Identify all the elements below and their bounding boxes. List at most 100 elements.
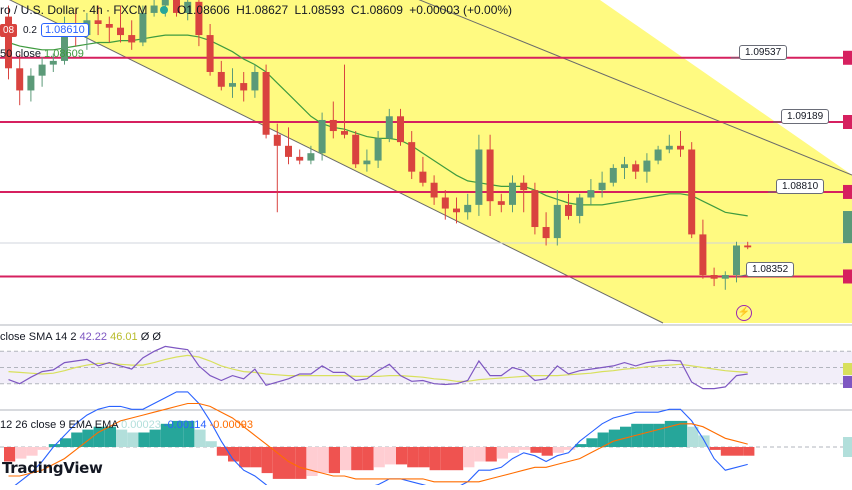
spread-value: 0.2 — [23, 25, 37, 36]
candle-body-34 — [386, 116, 393, 138]
candle-body-37 — [419, 172, 426, 183]
macd-hist-bar-49 — [553, 447, 564, 453]
macd-hist-bar-28 — [318, 447, 329, 473]
level-axis-tag-1 — [843, 51, 852, 65]
candle-body-2 — [27, 76, 34, 91]
candle-body-19 — [218, 72, 225, 87]
macd-hist-bar-63 — [710, 447, 721, 450]
candle-body-63 — [711, 275, 718, 279]
level-axis-tag-2 — [843, 115, 852, 129]
ask-badge[interactable]: 1.08610 — [41, 23, 89, 37]
candle-body-36 — [408, 142, 415, 172]
candle-body-18 — [207, 35, 214, 72]
macd-hist-bar-38 — [430, 447, 441, 470]
candle-body-54 — [610, 168, 617, 183]
macd-hist-bar-65 — [732, 447, 743, 456]
candle-body-51 — [576, 197, 583, 215]
candle-body-23 — [263, 72, 270, 135]
candle-body-44 — [498, 201, 505, 205]
candle-body-29 — [330, 120, 337, 131]
candle-body-53 — [599, 183, 606, 190]
level-axis-tag-3 — [843, 185, 852, 199]
ohlc-open: O1.08606 — [177, 3, 230, 17]
macd-hist-bar-36 — [407, 447, 418, 467]
candle-body-52 — [587, 190, 594, 197]
channel-fill — [0, 0, 852, 323]
candle-body-58 — [655, 150, 662, 161]
macd-hist-bar-37 — [418, 447, 429, 467]
level-label-1: 1.09537 — [739, 45, 787, 60]
macd-hist-bar-33 — [374, 447, 385, 467]
candle-body-59 — [666, 146, 673, 150]
macd-hist-bar-11 — [127, 433, 138, 448]
rsi-legend-text: close SMA 14 2 — [0, 331, 76, 343]
macd-hist-bar-17 — [194, 430, 205, 447]
macd-hist-bar-3 — [38, 447, 49, 450]
rsi-sma-axis-tag — [843, 363, 852, 375]
rsi-legend[interactable]: close SMA 14 2 42.22 46.01 Ø Ø — [0, 330, 161, 344]
macd-hist-bar-34 — [385, 447, 396, 464]
ohlc-close: C1.08609 — [351, 3, 403, 17]
candle-body-49 — [554, 205, 561, 238]
ma-legend[interactable]: 50 close 1.08609 — [0, 47, 84, 61]
candle-body-8 — [95, 20, 102, 24]
candle-body-24 — [274, 135, 281, 146]
candle-body-39 — [442, 197, 449, 208]
rsi-axis-tag — [843, 376, 852, 388]
macd-signal-value: -0.00093 — [210, 419, 253, 431]
macd-hist-bar-30 — [340, 447, 351, 470]
candle-body-38 — [431, 183, 438, 198]
macd-hist-bar-48 — [542, 447, 553, 456]
candle-body-41 — [464, 205, 471, 212]
macd-hist-bar-10 — [116, 430, 127, 447]
candle-body-40 — [453, 209, 460, 213]
macd-hist-bar-44 — [497, 447, 508, 459]
macd-hist-bar-23 — [262, 447, 273, 473]
macd-hist-bar-41 — [463, 447, 474, 467]
macd-hist-bar-22 — [250, 447, 261, 467]
candle-body-35 — [397, 116, 404, 142]
candle-body-64 — [722, 275, 729, 279]
macd-hist-bar-64 — [721, 447, 732, 456]
candle-body-56 — [632, 164, 639, 171]
macd-hist-bar-25 — [284, 447, 295, 479]
macd-hist-bar-12 — [138, 433, 149, 448]
macd-legend[interactable]: 12 26 close 9 EMA EMA 0.00023 -0.00114 -… — [0, 418, 253, 432]
ohlc-change: +0.00003 (+0.00%) — [409, 3, 512, 17]
macd-hist-bar-35 — [396, 447, 407, 464]
ma-legend-value: 1.08609 — [44, 48, 84, 60]
candle-body-9 — [106, 24, 113, 28]
candle-body-62 — [699, 234, 706, 275]
ohlc-low: L1.08593 — [295, 3, 345, 17]
candle-body-21 — [240, 83, 247, 90]
symbol-title[interactable]: ro / U.S. Dollar · 4h · FXCM — [0, 3, 147, 17]
macd-hist-bar-13 — [150, 430, 161, 447]
candle-body-45 — [509, 183, 516, 205]
macd-hist-bar-58 — [654, 424, 665, 447]
candle-body-27 — [307, 153, 314, 160]
macd-hist-bar-31 — [351, 447, 362, 470]
ma-legend-text: 50 close — [0, 48, 41, 60]
macd-hist-bar-66 — [743, 447, 754, 456]
candle-body-42 — [475, 150, 482, 205]
macd-hist-bar-54 — [609, 430, 620, 447]
candle-body-20 — [229, 83, 236, 87]
candle-body-11 — [128, 35, 135, 42]
macd-legend-text: 12 26 close 9 EMA EMA — [0, 419, 118, 431]
symbol-header: ro / U.S. Dollar · 4h · FXCM O1.08606 H1… — [0, 0, 852, 20]
candle-body-43 — [487, 150, 494, 202]
macd-hist-bar-2 — [26, 447, 37, 456]
level-label-2: 1.09189 — [781, 109, 829, 124]
bid-badge[interactable]: 08 — [0, 24, 17, 37]
candle-body-32 — [363, 161, 370, 165]
rsi-sma-value: 46.01 — [110, 331, 138, 343]
lightning-icon[interactable]: ⚡ — [736, 305, 752, 321]
current-price-tag — [843, 211, 852, 243]
macd-hist-bar-24 — [273, 447, 284, 479]
ohlc-high: H1.08627 — [236, 3, 288, 17]
macd-hist-bar-47 — [530, 447, 541, 453]
macd-hist-bar-57 — [642, 424, 653, 447]
level-label-4: 1.08352 — [746, 262, 794, 277]
macd-hist-bar-18 — [206, 441, 217, 447]
